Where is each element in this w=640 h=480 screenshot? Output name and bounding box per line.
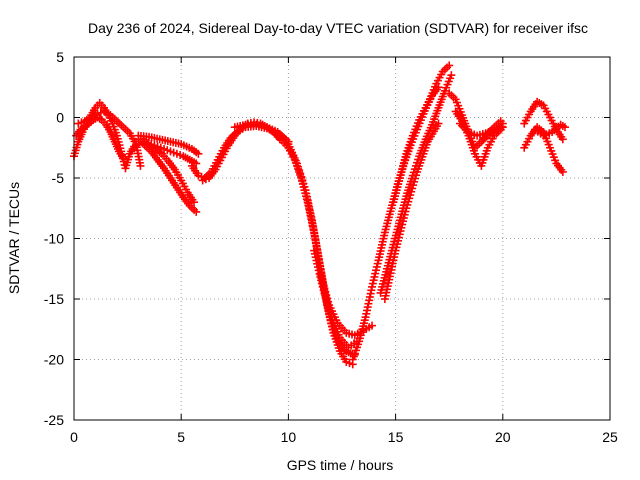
data-point (368, 321, 377, 330)
data-point (447, 71, 456, 80)
data-point (192, 159, 201, 168)
data-point (496, 125, 505, 134)
x-tick-label: 15 (388, 429, 404, 445)
y-axis-label: SDTVAR / TECUs (6, 182, 22, 294)
x-tick-label: 25 (602, 429, 618, 445)
data-point (445, 61, 454, 70)
x-tick-label: 5 (177, 429, 185, 445)
data-point (558, 135, 567, 144)
chart-title: Day 236 of 2024, Sidereal Day-to-day VTE… (88, 20, 588, 36)
data-point (192, 207, 201, 216)
y-tick-label: 0 (56, 110, 64, 126)
data-point (434, 119, 443, 128)
plot-frame (73, 56, 611, 421)
y-tick-label: -15 (44, 291, 64, 307)
data-point (434, 83, 443, 92)
data-point (190, 198, 199, 207)
y-tick-label: 5 (56, 49, 64, 65)
y-tick-label: -10 (44, 231, 64, 247)
data-point (136, 161, 145, 170)
x-tick-label: 0 (70, 429, 78, 445)
data-points (70, 61, 569, 369)
x-axis-label: GPS time / hours (287, 457, 394, 473)
x-tick-label: 10 (281, 429, 297, 445)
data-point (560, 123, 569, 132)
data-point (119, 154, 128, 163)
y-tick-label: -20 (44, 352, 64, 368)
y-tick-label: -25 (44, 412, 64, 428)
x-tick-label: 20 (495, 429, 511, 445)
data-point (194, 149, 203, 158)
data-point (558, 167, 567, 176)
y-tick-label: -5 (52, 170, 65, 186)
